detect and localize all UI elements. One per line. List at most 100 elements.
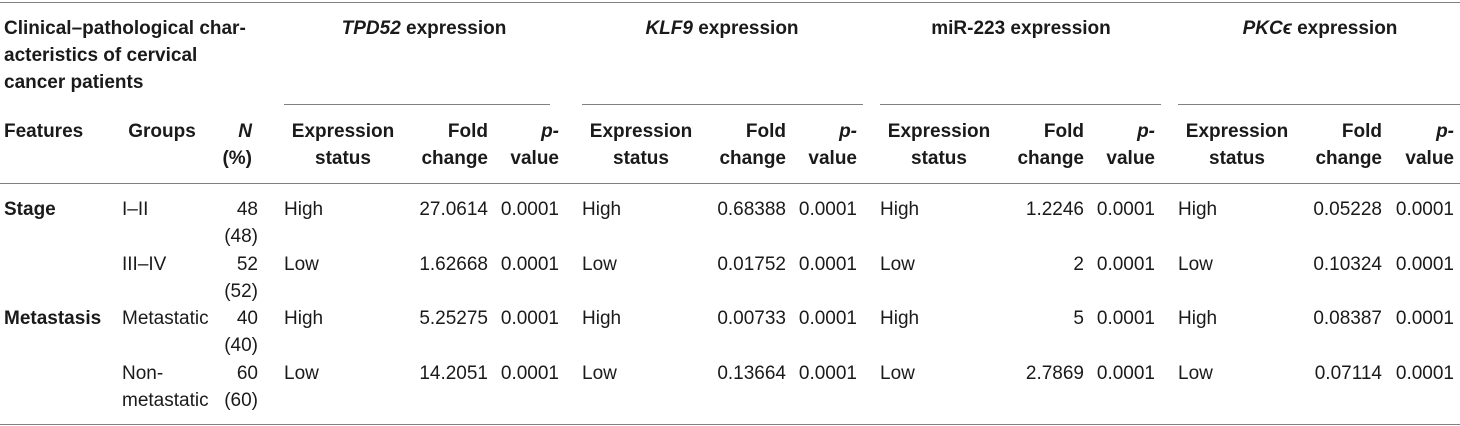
row-p-value: 0.0001: [798, 363, 857, 384]
row-p-value: 0.0001: [500, 308, 559, 329]
row-expression-status: Low: [1178, 363, 1213, 384]
col-expression-status: status: [911, 148, 967, 169]
col-p-value: value: [808, 148, 857, 169]
row-p-value: 0.0001: [1395, 199, 1454, 220]
gene-group-rule-1: [284, 104, 550, 105]
col-p-value: value: [1405, 148, 1454, 169]
col-fold-change: change: [1315, 148, 1382, 169]
gene-header: TPD52 expression: [284, 15, 564, 42]
row-expression-status: Low: [880, 254, 915, 275]
row-group: III–IV: [122, 254, 167, 275]
col-n-label: N: [238, 121, 252, 142]
row-fold-change: 2: [1073, 254, 1084, 275]
row-p-value: 0.0001: [1395, 254, 1454, 275]
row-expression-status: High: [582, 199, 622, 220]
row-fold-change: 1.62668: [419, 254, 488, 275]
col-fold-change: Fold: [745, 121, 786, 142]
row-fold-change: 2.7869: [1025, 363, 1084, 384]
header-bottom-rule: [0, 183, 1460, 184]
row-p-value: 0.0001: [1395, 308, 1454, 329]
row-fold-change: 14.2051: [419, 363, 488, 384]
row-p-value: 0.0001: [1096, 308, 1155, 329]
row-expression-status: Low: [284, 254, 319, 275]
row-fold-change: 1.2246: [1025, 199, 1084, 220]
row-expression-status: High: [284, 199, 324, 220]
col-expression-status: Expression: [589, 121, 693, 142]
col-expression-status: Expression: [291, 121, 395, 142]
gene-group-rule-4: [1178, 104, 1460, 105]
row-fold-change: 27.0614: [419, 199, 488, 220]
col-expression-status: status: [613, 148, 669, 169]
row-expression-status: Low: [582, 363, 617, 384]
col-p-value: value: [1106, 148, 1155, 169]
row-n: 40: [236, 308, 258, 329]
gene-group-rule-2: [582, 104, 863, 105]
row-fold-change: 0.05228: [1313, 199, 1382, 220]
row-p-value: 0.0001: [798, 308, 857, 329]
col-fold-change: change: [719, 148, 786, 169]
gene-header-suffix: expression: [1291, 18, 1398, 39]
row-expression-status: High: [880, 199, 920, 220]
gene-name: PKCϵ: [1242, 18, 1292, 39]
row-fold-change: 0.10324: [1313, 254, 1382, 275]
row-n: 48: [236, 199, 258, 220]
gene-header-suffix: expression: [1005, 18, 1111, 39]
row-fold-change: 0.00733: [717, 308, 786, 329]
row-expression-status: Low: [1178, 254, 1213, 275]
gene-header: KLF9 expression: [582, 15, 862, 42]
row-group: I–II: [122, 199, 149, 220]
row-n: (40): [224, 335, 258, 356]
row-group: Metastatic: [122, 308, 209, 329]
row-expression-status: Low: [582, 254, 617, 275]
row-expression-status: High: [582, 308, 622, 329]
col-expression-status: Expression: [887, 121, 991, 142]
row-p-value: 0.0001: [1096, 254, 1155, 275]
gene-header-suffix: expression: [400, 18, 507, 39]
col-p-value: p-: [1137, 121, 1155, 142]
row-n: (48): [224, 226, 258, 247]
gene-group-rule-3: [880, 104, 1161, 105]
row-expression-status: High: [880, 308, 920, 329]
row-n: 52: [236, 254, 258, 275]
gene-header: PKCϵ expression: [1180, 15, 1460, 42]
row-fold-change: 0.08387: [1313, 308, 1382, 329]
characteristics-title-line: cancer patients: [4, 72, 144, 93]
row-p-value: 0.0001: [798, 199, 857, 220]
row-n: 60: [236, 363, 258, 384]
col-n-percent: (%): [222, 148, 252, 169]
col-expression-status: status: [1209, 148, 1265, 169]
characteristics-title-line: acteristics of cervical: [4, 45, 198, 66]
gene-name: TPD52: [341, 18, 401, 39]
col-groups: Groups: [128, 121, 196, 142]
characteristics-title-line: Clinical–pathological char-: [4, 18, 246, 39]
col-fold-change: Fold: [1043, 121, 1084, 142]
row-feature: Stage: [4, 199, 56, 220]
row-fold-change: 5.25275: [419, 308, 488, 329]
col-fold-change: Fold: [1341, 121, 1382, 142]
gene-header-suffix: expression: [692, 18, 799, 39]
bottom-rule: [0, 424, 1460, 425]
row-fold-change: 0.68388: [717, 199, 786, 220]
row-p-value: 0.0001: [1395, 363, 1454, 384]
row-p-value: 0.0001: [500, 363, 559, 384]
row-group: Non-: [122, 363, 164, 384]
col-features: Features: [4, 121, 84, 142]
row-p-value: 0.0001: [1096, 363, 1155, 384]
row-p-value: 0.0001: [1096, 199, 1155, 220]
col-expression-status: status: [315, 148, 371, 169]
top-rule: [0, 2, 1460, 3]
col-p-value: p-: [1436, 121, 1454, 142]
row-fold-change: 0.01752: [717, 254, 786, 275]
gene-name: miR-223: [931, 18, 1006, 39]
row-group: metastatic: [122, 390, 209, 411]
col-fold-change: Fold: [447, 121, 488, 142]
gene-name: KLF9: [645, 18, 693, 39]
row-n: (60): [224, 390, 258, 411]
row-p-value: 0.0001: [500, 199, 559, 220]
row-fold-change: 0.07114: [1314, 363, 1382, 384]
row-n: (52): [224, 281, 258, 302]
gene-header: miR-223 expression: [881, 15, 1161, 42]
col-p-value: value: [510, 148, 559, 169]
col-p-value: p-: [541, 121, 559, 142]
row-expression-status: High: [1178, 199, 1218, 220]
